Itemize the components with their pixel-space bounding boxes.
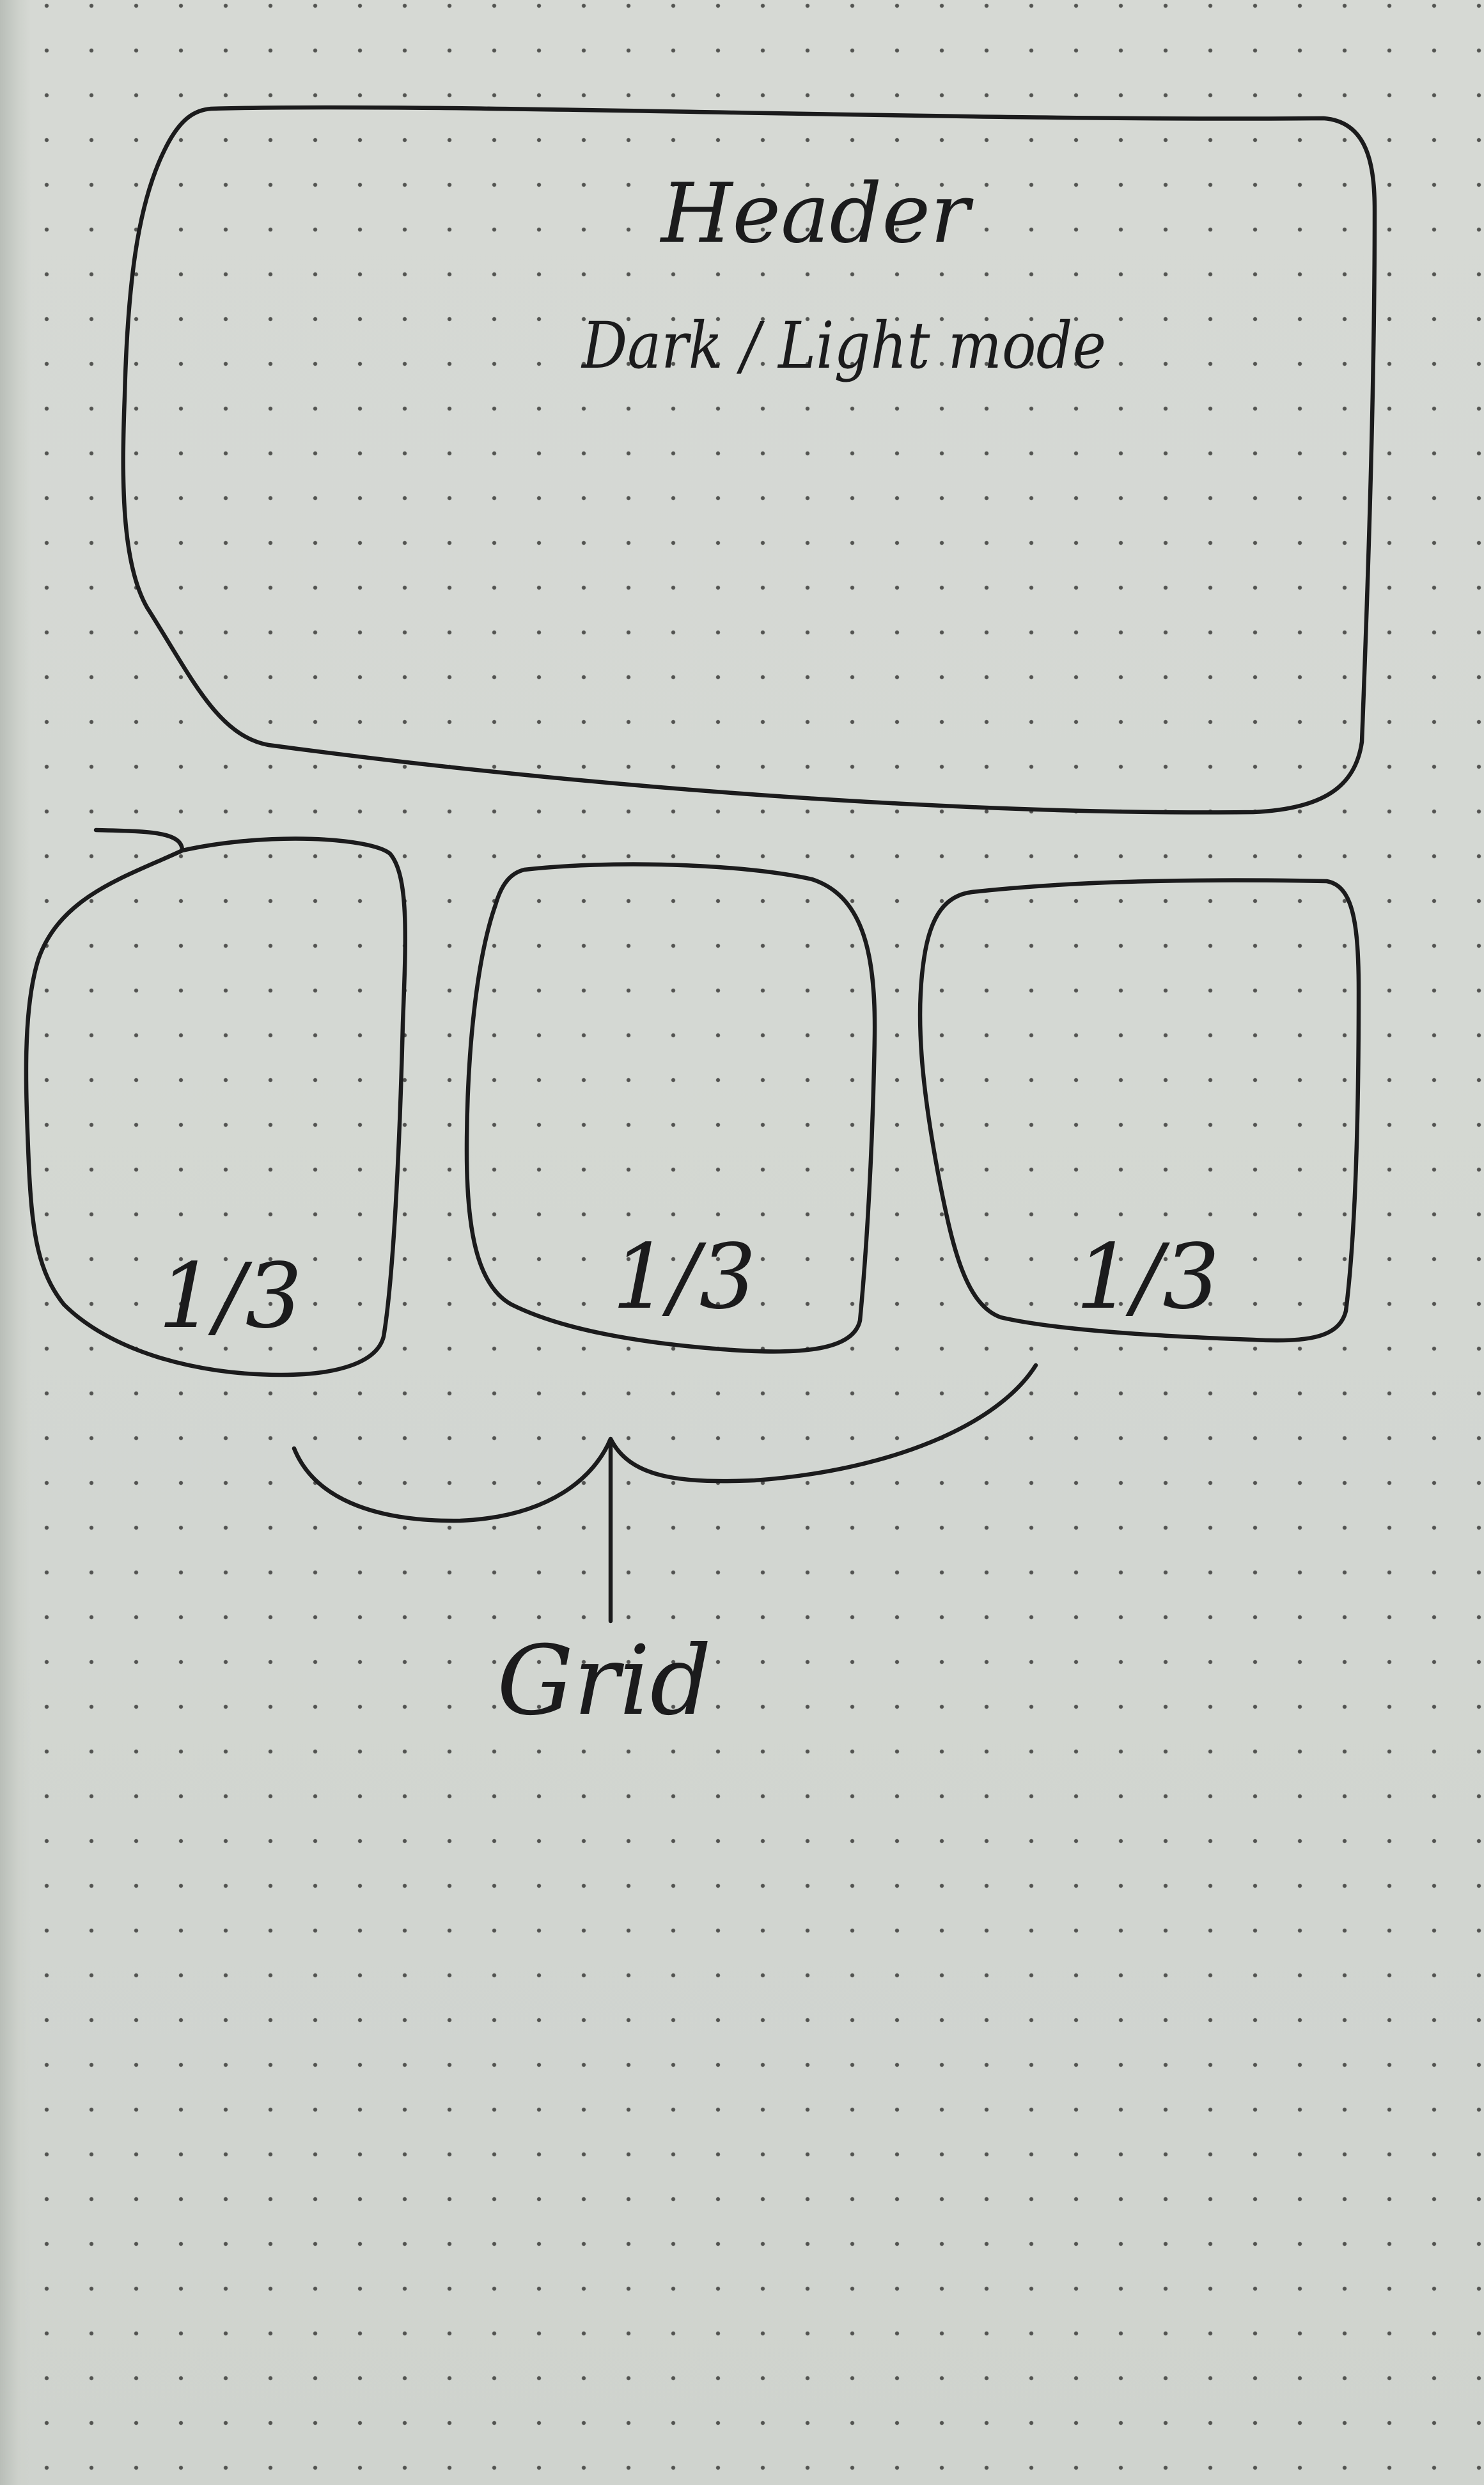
grid-box-2-label: 1/3 [612, 1225, 756, 1329]
grid-box-3-outline [918, 878, 1361, 1343]
grid-box-1: 1/3 [24, 827, 408, 1377]
grid-box-2-outline [464, 862, 877, 1354]
grid-box-3-label: 1/3 [1075, 1225, 1219, 1329]
grid-box-3: 1/3 [918, 878, 1361, 1343]
grid-brace-curve [292, 1363, 1038, 1523]
header-subtitle: Dark / Light mode [581, 308, 1106, 383]
grid-box-1-outline [24, 836, 408, 1377]
grid-box-1-overshoot [93, 827, 185, 853]
grid-label: Grid [497, 1626, 712, 1737]
grid-brace: Grid [292, 1363, 1038, 1737]
page-binding-edge [0, 0, 31, 2485]
header-title: Header [660, 166, 974, 262]
header-box: Header Dark / Light mode [121, 105, 1377, 815]
grid-box-2: 1/3 [464, 862, 877, 1354]
header-box-outline [121, 105, 1377, 815]
grid-box-1-label: 1/3 [158, 1244, 302, 1349]
